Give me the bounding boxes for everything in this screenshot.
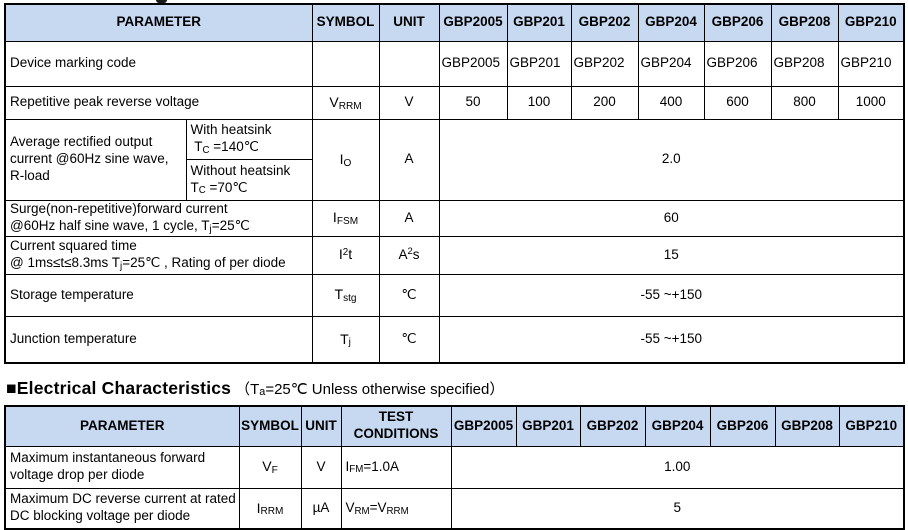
ratings-header-unit: UNIT — [378, 3, 440, 42]
vrrm-value: 100 — [506, 85, 572, 120]
ratings-header-model: GBP202 — [570, 3, 639, 42]
electrical-characteristics-heading: ■Electrical Characteristics （Ta=25℃ Unle… — [6, 374, 504, 402]
i2t-value: 15 — [438, 235, 905, 275]
ifsm-unit: A — [378, 199, 440, 237]
ratings-header-symbol: SYMBOL — [311, 3, 380, 42]
i2t-label: Current squared time @ 1ms≤t≤8.3ms Tj=25… — [4, 235, 313, 275]
io-symbol: IO — [311, 118, 380, 201]
ec-header-model: GBP2005 — [450, 405, 517, 447]
vf-test-condition: IFM=1.0A — [340, 445, 452, 489]
cropped-heading-artifact — [156, 0, 167, 3]
ifsm-value: 60 — [438, 199, 905, 237]
vrrm-label: Repetitive peak reverse voltage — [4, 85, 313, 120]
ec-header-test-conditions: TEST CONDITIONS — [340, 405, 452, 447]
device-marking-value: GBP201 — [506, 40, 572, 87]
row-io-bottom: Without heatsink TC =70℃ — [5, 158, 904, 201]
tj-symbol: Tj — [311, 315, 380, 364]
ec-header-model: GBP204 — [644, 405, 711, 447]
ratings-header-model: GBP208 — [770, 3, 839, 42]
ec-header-model: GBP208 — [774, 405, 840, 447]
device-marking-value: GBP202 — [570, 40, 639, 87]
vrrm-value: 600 — [703, 85, 772, 120]
ec-header-row: PARAMETER SYMBOL UNIT TEST CONDITIONS GB… — [4, 405, 905, 447]
tj-value: -55 ~+150 — [438, 315, 905, 364]
maximum-ratings-table: PARAMETER SYMBOL UNIT GBP2005 GBP201 GBP… — [4, 3, 906, 364]
row-io-top: Average rectified output current @60Hz s… — [4, 118, 905, 201]
vrrm-value: 200 — [570, 85, 639, 120]
irrm-symbol: IRRM — [238, 487, 302, 530]
row-irrm: Maximum DC reverse current at rated DC b… — [4, 487, 905, 530]
ec-heading-title: ■Electrical Characteristics — [6, 377, 232, 398]
ec-header-parameter: PARAMETER — [4, 405, 240, 447]
vf-label: Maximum instantaneous forward voltage dr… — [4, 445, 240, 489]
device-marking-value: GBP2005 — [438, 40, 508, 87]
ec-header-model: GBP202 — [579, 405, 646, 447]
empty-cell — [311, 40, 380, 87]
tstg-label: Storage temperature — [4, 273, 313, 317]
vf-unit: V — [300, 445, 342, 489]
row-i2t: Current squared time @ 1ms≤t≤8.3ms Tj=25… — [4, 235, 905, 275]
ratings-header-model: GBP206 — [703, 3, 772, 42]
io-condition-without-heatsink: Without heatsink TC =70℃ — [185, 158, 313, 201]
irrm-value: 5 — [450, 487, 905, 530]
tj-label: Junction temperature — [4, 315, 313, 364]
io-label: Average rectified output current @60Hz s… — [4, 118, 187, 201]
device-marking-value: GBP204 — [637, 40, 705, 87]
irrm-unit: µA — [300, 487, 342, 530]
vrrm-symbol: VRRM — [311, 85, 380, 120]
ratings-header-parameter: PARAMETER — [4, 3, 313, 42]
irrm-test-condition: VRM=VRRM — [340, 487, 452, 530]
row-vrrm: Repetitive peak reverse voltage VRRM V 5… — [4, 85, 905, 120]
io-condition-with-heatsink: With heatsink TC =140℃ — [185, 118, 313, 160]
vrrm-unit: V — [378, 85, 440, 120]
tstg-unit: ℃ — [378, 273, 440, 317]
vf-value: 1.00 — [450, 445, 905, 489]
device-marking-value: GBP206 — [703, 40, 772, 87]
ec-heading-condition: （Ta=25℃ Unless otherwise specified） — [235, 380, 505, 399]
io-unit: A — [378, 118, 440, 201]
electrical-characteristics-table: PARAMETER SYMBOL UNIT TEST CONDITIONS GB… — [4, 405, 905, 530]
device-marking-value: GBP208 — [770, 40, 839, 87]
ratings-header-row: PARAMETER SYMBOL UNIT GBP2005 GBP201 GBP… — [4, 3, 905, 42]
ec-header-model: GBP206 — [709, 405, 776, 447]
ratings-header-model: GBP210 — [837, 3, 905, 42]
vrrm-value: 400 — [637, 85, 705, 120]
row-vf: Maximum instantaneous forward voltage dr… — [4, 445, 905, 489]
ratings-header-model: GBP204 — [637, 3, 705, 42]
empty-cell — [378, 40, 440, 87]
i2t-symbol: I2t — [311, 235, 380, 275]
device-marking-value: GBP210 — [837, 40, 905, 87]
ifsm-label: Surge(non-repetitive)forward current @60… — [4, 199, 313, 237]
row-ifsm: Surge(non-repetitive)forward current @60… — [4, 199, 905, 237]
tstg-symbol: Tstg — [311, 273, 380, 317]
device-marking-label: Device marking code — [4, 40, 313, 87]
row-device-marking: Device marking code GBP2005 GBP201 GBP20… — [4, 40, 905, 87]
ec-header-symbol: SYMBOL — [238, 405, 302, 447]
i2t-unit: A2s — [378, 235, 440, 275]
vf-symbol: VF — [238, 445, 302, 489]
io-value: 2.0 — [438, 118, 905, 201]
vrrm-value: 800 — [770, 85, 839, 120]
ec-header-model: GBP210 — [838, 405, 905, 447]
tstg-value: -55 ~+150 — [438, 273, 905, 317]
vrrm-value: 1000 — [837, 85, 905, 120]
tj-unit: ℃ — [378, 315, 440, 364]
ifsm-symbol: IFSM — [311, 199, 380, 237]
ec-header-unit: UNIT — [300, 405, 342, 447]
irrm-label: Maximum DC reverse current at rated DC b… — [4, 487, 240, 530]
vrrm-value: 50 — [438, 85, 508, 120]
ec-header-model: GBP201 — [515, 405, 581, 447]
ratings-header-model: GBP2005 — [438, 3, 508, 42]
ratings-header-model: GBP201 — [506, 3, 572, 42]
row-tj: Junction temperature Tj ℃ -55 ~+150 — [4, 315, 905, 364]
row-tstg: Storage temperature Tstg ℃ -55 ~+150 — [4, 273, 905, 317]
